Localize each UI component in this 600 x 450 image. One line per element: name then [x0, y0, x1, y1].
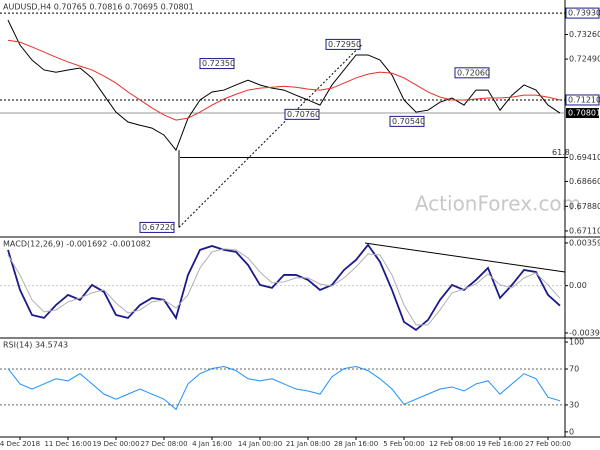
y-tick-label: 0.003592 — [569, 238, 600, 247]
y-tick-label: 0.67880 — [569, 202, 600, 211]
annotation-label: 0.72950 — [328, 40, 361, 49]
rsi-title: RSI(14) 34.5743 — [3, 341, 68, 350]
x-tick-label: 4 Jan 16:00 — [192, 440, 232, 448]
last-box — [566, 108, 599, 119]
annotation-label: 0.67220 — [142, 223, 175, 232]
annotation-label: 0.72350 — [202, 59, 235, 68]
annotation-box — [454, 67, 490, 79]
annotation-label: 0.70540 — [392, 117, 425, 126]
y-tick-label: 70 — [569, 364, 579, 373]
fib-label: 61.8 — [552, 148, 570, 157]
annotation-box — [284, 108, 320, 120]
last-label: 0.70801 — [568, 109, 600, 118]
y-tick-label: 100 — [569, 338, 584, 347]
price-label: 0.73930 — [568, 9, 600, 18]
series-line — [7, 366, 561, 411]
x-tick-label: 27 Dec 08:00 — [140, 440, 187, 448]
annotation-label: 0.70760 — [287, 110, 320, 119]
x-tick-label: 27 Feb 00:00 — [525, 440, 571, 448]
y-tick-label: 0.67110 — [569, 226, 600, 235]
y-tick-label: 0.73260 — [569, 30, 600, 39]
x-tick-label: 19 Dec 00:00 — [92, 440, 139, 448]
y-tick-label: 0.00 — [569, 281, 587, 290]
y-tick-label: 30 — [569, 400, 579, 409]
chart-title: AUDUSD,H4 0.70765 0.70816 0.70695 0.7080… — [3, 3, 194, 12]
annotation-box — [389, 115, 425, 127]
trend-line — [178, 44, 363, 228]
x-tick-label: 21 Jan 08:00 — [286, 440, 330, 448]
y-tick-label: 0.68660 — [569, 177, 600, 186]
price-label: 0.71210 — [568, 95, 600, 104]
series-line — [7, 39, 561, 121]
watermark: ActionForex.com — [415, 192, 581, 216]
x-tick-label: 14 Jan 00:00 — [238, 440, 282, 448]
x-tick-label: 5 Feb 00:00 — [383, 440, 424, 448]
y-tick-label: 0.72490 — [569, 55, 600, 64]
annotation-box — [325, 38, 361, 50]
annotation-box — [199, 58, 235, 70]
macd-title: MACD(12,26,9) -0.001692 -0.001082 — [3, 240, 151, 249]
x-tick-label: 11 Dec 16:00 — [44, 440, 91, 448]
y-tick-label: 0.69410 — [569, 153, 600, 162]
x-tick-label: 28 Jan 16:00 — [334, 440, 378, 448]
series-line — [7, 248, 561, 326]
x-tick-label: 4 Dec 2018 — [0, 440, 40, 448]
y-tick-label: 0 — [569, 427, 574, 436]
x-tick-label: 12 Feb 08:00 — [429, 440, 475, 448]
x-tick-label: 19 Feb 16:00 — [477, 440, 523, 448]
price-box — [565, 7, 600, 19]
annotation-box — [139, 221, 175, 233]
annotation-label: 0.72060 — [457, 68, 490, 77]
y-tick-label: -0.003986 — [569, 328, 600, 337]
price-box — [565, 94, 600, 106]
series-line — [7, 243, 561, 332]
trend-line — [364, 242, 566, 273]
